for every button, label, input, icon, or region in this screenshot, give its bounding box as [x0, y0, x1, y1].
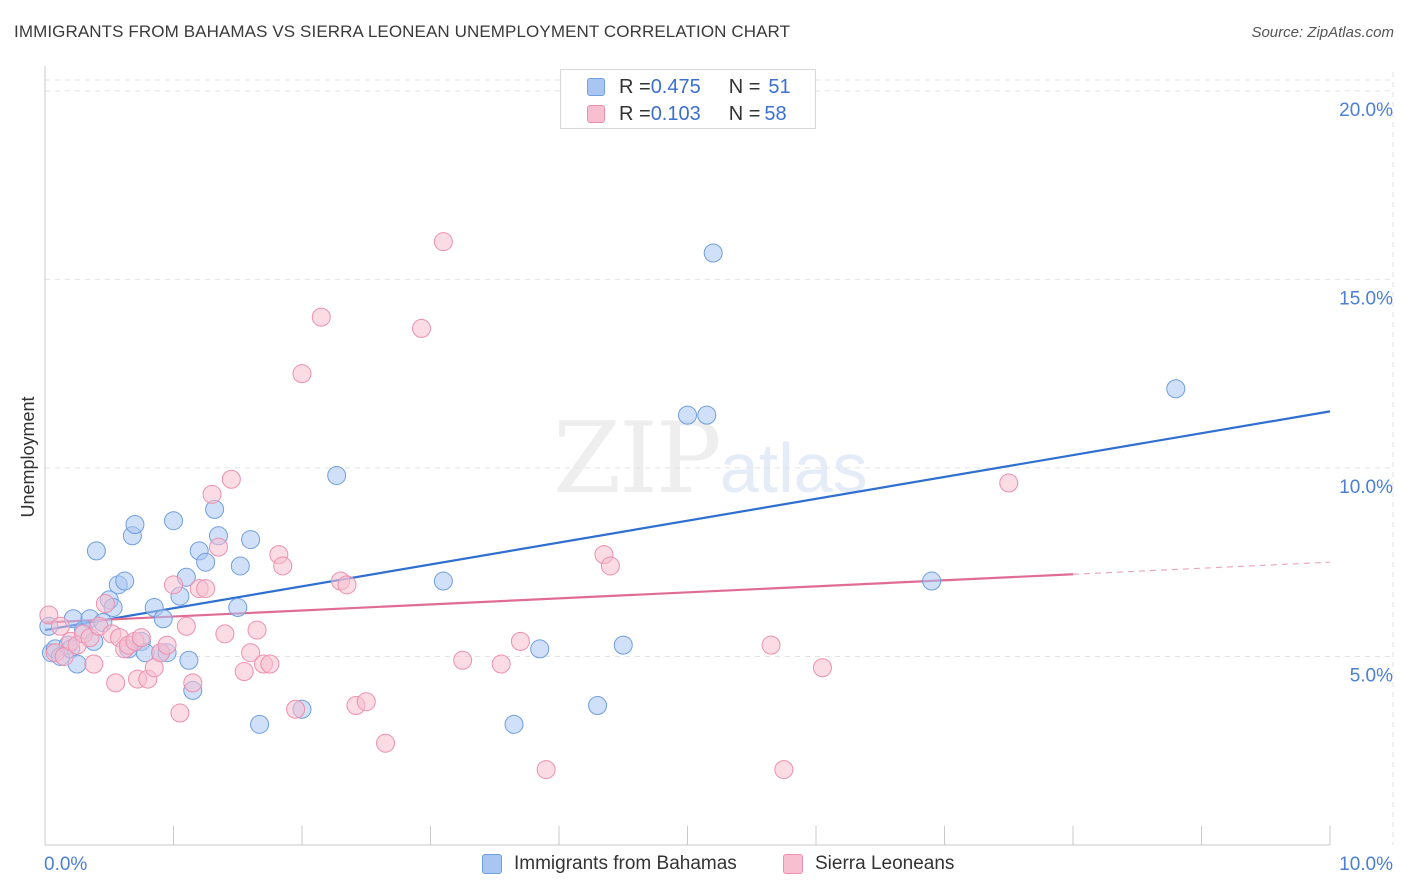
data-points	[39, 232, 1186, 780]
point-sierra-leone	[234, 662, 254, 682]
point-sierra-leone	[95, 594, 115, 614]
point-bahamas	[86, 541, 106, 561]
point-sierra-leone	[761, 635, 781, 655]
legend-n-value: 51	[768, 75, 791, 98]
point-sierra-leone	[183, 673, 203, 693]
point-sierra-leone	[273, 556, 293, 576]
chart-title: IMMIGRANTS FROM BAHAMAS VS SIERRA LEONEA…	[14, 22, 791, 41]
point-sierra-leone	[812, 658, 832, 678]
point-sierra-leone	[510, 631, 530, 651]
y-tick-label: 10.0%	[1339, 477, 1393, 498]
bottom-legend-label-bahamas: Immigrants from Bahamas	[514, 853, 737, 874]
bottom-legend-swatch-bahamas	[482, 854, 502, 874]
point-bahamas	[179, 650, 199, 670]
point-sierra-leone	[196, 579, 216, 599]
point-bahamas	[530, 639, 550, 659]
axis-labels: 5.0% 10.0% 15.0% 20.0% 0.0% 10.0% Unemployment	[18, 100, 1393, 875]
point-sierra-leone	[491, 654, 511, 674]
point-sierra-leone	[286, 699, 306, 719]
point-bahamas	[588, 695, 608, 715]
point-sierra-leone	[221, 469, 241, 489]
point-sierra-leone	[536, 760, 556, 780]
point-bahamas	[678, 405, 697, 425]
point-bahamas	[327, 465, 347, 485]
point-sierra-leone	[84, 654, 104, 674]
trend-line-sierra-leone	[44, 573, 1074, 624]
point-bahamas	[613, 635, 633, 655]
point-bahamas	[164, 511, 183, 531]
point-sierra-leone	[433, 232, 453, 252]
trend-line-sierra-leone-projection	[1072, 561, 1331, 575]
trend-lines	[44, 410, 1331, 632]
axes	[44, 66, 1331, 846]
point-sierra-leone	[170, 703, 190, 723]
point-sierra-leone	[412, 318, 432, 338]
point-sierra-leone	[774, 760, 794, 780]
legend-swatch-bahamas	[587, 78, 605, 96]
bottom-legend-item-sierra-leone[interactable]: Sierra Leoneans	[783, 851, 954, 877]
legend-r-label: R =	[619, 75, 651, 98]
x-tick-label: 10.0%	[1339, 854, 1393, 875]
legend-r-value: 0.475	[650, 75, 701, 98]
y-tick-label: 15.0%	[1339, 288, 1393, 309]
point-sierra-leone	[999, 473, 1019, 493]
legend-r-value: 0.103	[650, 102, 701, 125]
point-bahamas	[433, 571, 453, 591]
point-sierra-leone	[202, 484, 222, 504]
point-bahamas	[115, 571, 135, 591]
point-bahamas	[228, 597, 248, 617]
point-bahamas	[703, 243, 723, 263]
point-sierra-leone	[356, 692, 376, 712]
legend-n-label: N =	[728, 102, 761, 125]
point-sierra-leone	[39, 605, 59, 625]
legend-n-label: N =	[728, 75, 761, 98]
point-sierra-leone	[292, 364, 312, 384]
point-sierra-leone	[164, 575, 183, 595]
legend-n-value: 58	[764, 102, 787, 125]
point-bahamas	[922, 571, 942, 591]
point-bahamas	[196, 552, 216, 572]
point-sierra-leone	[600, 556, 620, 576]
bottom-legend-swatch-sierra-leone	[783, 854, 803, 874]
point-sierra-leone	[260, 654, 280, 674]
point-sierra-leone	[241, 643, 261, 663]
point-sierra-leone	[131, 628, 151, 648]
legend-swatch-sierra-leone	[587, 105, 605, 123]
y-tick-label: 5.0%	[1350, 665, 1393, 686]
point-sierra-leone	[106, 673, 126, 693]
point-bahamas	[250, 714, 270, 734]
legend-row-bahamas: R = 0.475 N = 51	[587, 74, 791, 100]
point-sierra-leone	[453, 650, 473, 670]
source-label[interactable]: Source: ZipAtlas.com	[1251, 24, 1394, 41]
bottom-legend-label-sierra-leone: Sierra Leoneans	[815, 853, 955, 874]
bottom-legend-item-bahamas[interactable]: Immigrants from Bahamas	[482, 851, 737, 877]
y-tick-label: 20.0%	[1339, 100, 1393, 121]
point-bahamas	[241, 530, 261, 550]
gridlines	[45, 72, 1395, 845]
point-sierra-leone	[208, 537, 228, 557]
point-sierra-leone	[247, 620, 267, 640]
point-sierra-leone	[337, 575, 357, 595]
point-sierra-leone	[50, 616, 70, 636]
point-bahamas	[230, 556, 250, 576]
correlation-legend: R = 0.475 N = 51 R = 0.103 N = 58	[560, 69, 816, 129]
point-bahamas	[1166, 379, 1186, 399]
trend-line-bahamas	[44, 410, 1331, 632]
point-sierra-leone	[311, 307, 331, 327]
point-bahamas	[125, 514, 145, 534]
point-sierra-leone	[376, 733, 396, 753]
point-bahamas	[153, 609, 173, 629]
legend-r-label: R =	[619, 102, 651, 125]
legend-row-sierra-leone: R = 0.103 N = 58	[587, 101, 787, 127]
point-sierra-leone	[215, 624, 235, 644]
point-sierra-leone	[157, 635, 177, 655]
point-bahamas	[697, 405, 717, 425]
point-sierra-leone	[176, 616, 196, 636]
x-tick-label: 0.0%	[44, 854, 87, 875]
y-axis-label: Unemployment	[18, 396, 38, 517]
point-bahamas	[504, 714, 524, 734]
